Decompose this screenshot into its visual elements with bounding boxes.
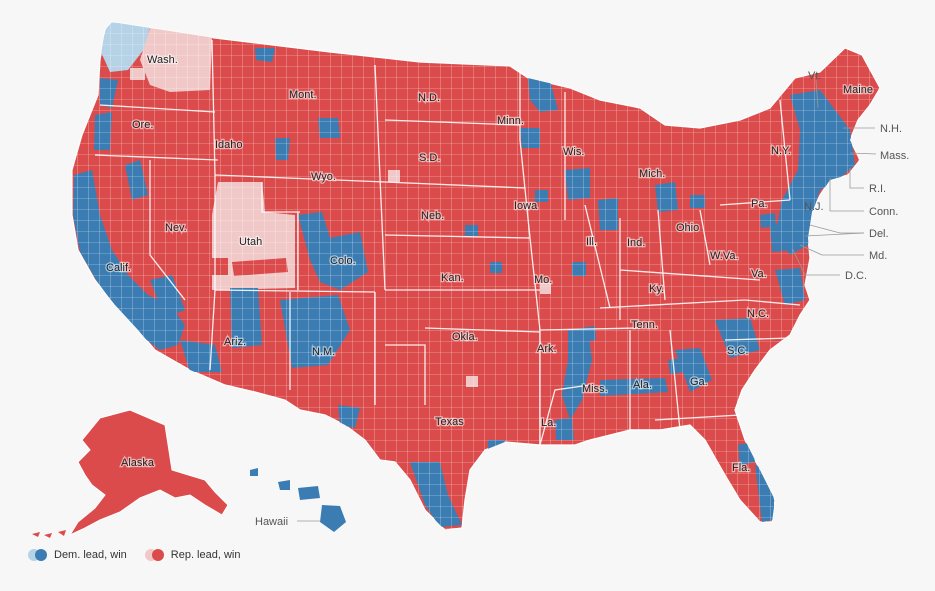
state-label-colo: Colo. (330, 255, 356, 267)
state-label-nd: N.D. (418, 92, 440, 104)
callout-label-mass: Mass. (880, 150, 909, 162)
callouts: Vt. N.H. Mass. R.I. Conn. N.J. Del. Md. … (255, 70, 909, 528)
state-label-ark: Ark. (537, 343, 557, 355)
legend-swatch-dem (28, 549, 48, 561)
hawaii-kauai (250, 468, 258, 476)
state-label-tenn: Tenn. (631, 319, 658, 331)
state-label-ill: Ill. (586, 236, 597, 248)
callout-label-nj: N.J. (804, 201, 824, 213)
state-label-miss: Miss. (582, 383, 608, 395)
callout-line-conn (829, 178, 864, 212)
callout-line-md (799, 244, 864, 256)
state-borders (94, 39, 801, 446)
hawaii-maui (298, 486, 320, 500)
alaska-shape (68, 409, 229, 537)
state-label-ore: Ore. (132, 119, 153, 131)
state-label-alaska: Alaska (121, 457, 155, 469)
state-label-okla: Okla. (452, 331, 478, 343)
state-label-ky: Ky. (649, 283, 664, 295)
state-label-ariz: Ariz. (224, 336, 246, 348)
state-label-mich: Mich. (639, 168, 665, 180)
callout-line-nj (809, 224, 864, 234)
legend-item-rep: Rep. lead, win (144, 549, 241, 561)
callout-label-del: Del. (869, 228, 889, 240)
state-label-idaho: Idaho (215, 139, 243, 151)
state-label-neb: Neb. (421, 210, 444, 222)
callout-line-ri (849, 168, 864, 189)
state-label-kan: Kan. (441, 272, 464, 284)
state-label-maine: Maine (843, 84, 873, 96)
state-label-mont: Mont. (289, 89, 317, 101)
state-label-fla: Fla. (732, 462, 750, 474)
callout-label-md: Md. (869, 250, 887, 262)
legend-swatch-rep (144, 549, 165, 561)
state-label-pa: Pa. (751, 198, 768, 210)
alaska-islands (32, 530, 66, 538)
state-label-calif: Calif. (106, 262, 131, 274)
state-label-nev: Nev. (165, 222, 187, 234)
callout-line-dc (791, 247, 840, 276)
legend-swatch-dem-win (35, 549, 47, 561)
callout-line-mass (849, 152, 877, 155)
state-label-wash: Wash. (147, 54, 178, 66)
callout-line-vt (815, 79, 819, 109)
state-label-sd: S.D. (419, 152, 440, 164)
legend-label-rep: Rep. lead, win (170, 549, 241, 561)
state-label-wyo: Wyo. (311, 171, 336, 183)
state-label-ala: Ala. (633, 379, 652, 391)
legend-label-dem: Dem. lead, win (54, 549, 127, 561)
state-label-ga: Ga. (690, 376, 708, 388)
state-label-ny: N.Y. (771, 145, 791, 157)
callout-label-hawaii: Hawaii (255, 516, 288, 528)
callout-label-conn: Conn. (869, 206, 898, 218)
state-label-mo: Mo. (534, 274, 552, 286)
legend: Dem. lead, win Rep. lead, win (28, 549, 240, 561)
state-label-texas: Texas (435, 416, 464, 428)
hawaii-big-island (320, 505, 346, 532)
callout-line-del (804, 232, 865, 237)
state-label-va: Va. (751, 268, 767, 280)
callout-label-dc: D.C. (845, 270, 867, 282)
state-label-wva: W.Va. (710, 250, 739, 262)
callout-label-vt: Vt. (808, 70, 821, 82)
legend-item-dem: Dem. lead, win (28, 549, 127, 561)
state-label-minn: Minn. (497, 115, 524, 127)
state-label-ohio: Ohio (676, 222, 699, 234)
callout-label-nh: N.H. (880, 123, 902, 135)
state-label-iowa: Iowa (514, 200, 538, 212)
state-label-ind: Ind. (627, 237, 645, 249)
state-labels: Wash. Ore. Calif. Idaho Nev. Mont. Wyo. … (105, 53, 874, 476)
state-label-sc: S.C. (727, 345, 748, 357)
state-label-nm: N.M. (312, 346, 335, 358)
state-label-la: La. (541, 417, 556, 429)
callout-label-ri: R.I. (869, 183, 886, 195)
hawaii-oahu (278, 480, 290, 490)
state-label-utah: Utah (239, 236, 262, 248)
alaska-inset (32, 409, 229, 538)
legend-swatch-rep-win (151, 549, 164, 561)
state-label-wis: Wis. (563, 146, 584, 158)
hawaii-inset (250, 468, 346, 532)
state-label-nc: N.C. (747, 308, 769, 320)
